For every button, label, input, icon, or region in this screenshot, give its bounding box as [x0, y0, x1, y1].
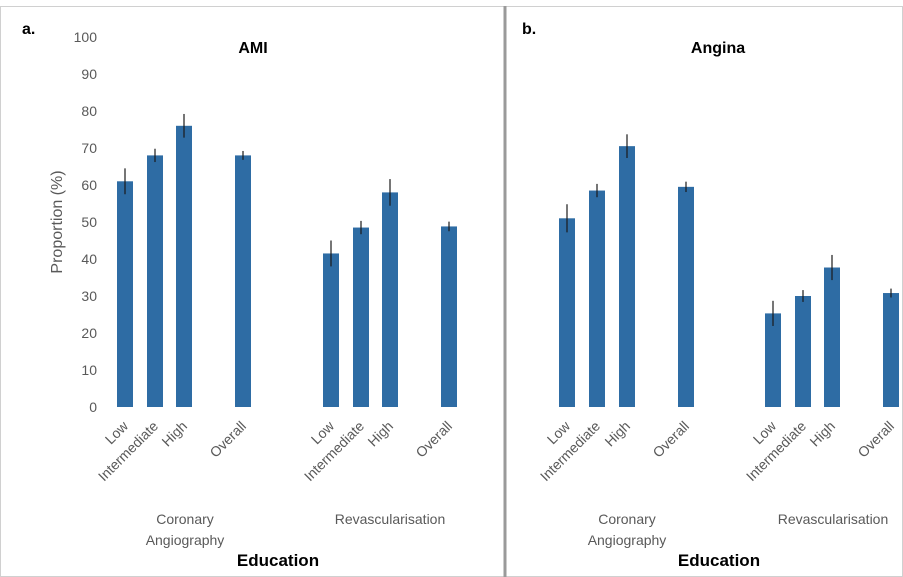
x-tick-label: High: [806, 418, 838, 450]
y-tick-label: 60: [81, 177, 97, 193]
bar: [382, 192, 398, 407]
panel-ami: a. AMI 0 10 20 30 40 50 60 70 80 90 100 Proportion (%…: [22, 21, 457, 570]
group-label: Revascularisation: [335, 511, 446, 527]
x-axis-label: Education: [237, 551, 319, 570]
x-tick-label: Overall: [854, 418, 897, 461]
bar: [589, 190, 605, 407]
panel-letter: b.: [522, 21, 536, 38]
y-tick-label: 90: [81, 66, 97, 82]
x-tick-label: High: [601, 418, 633, 450]
group-label: Angiography: [588, 532, 667, 548]
bar: [353, 227, 369, 407]
y-tick-label: 80: [81, 103, 97, 119]
y-tick-label: 20: [81, 325, 97, 341]
chart-title: Angina: [691, 40, 745, 57]
x-tick-label: Overall: [412, 418, 455, 461]
group-label: Angiography: [146, 532, 225, 548]
bar: [765, 313, 781, 407]
bar: [559, 218, 575, 407]
y-tick-label: 0: [89, 399, 97, 415]
y-tick-label: 70: [81, 140, 97, 156]
y-tick-label: 40: [81, 251, 97, 267]
bar: [441, 226, 457, 407]
group-label: Coronary: [598, 511, 656, 527]
bar: [678, 186, 694, 407]
y-tick-label: 50: [81, 214, 97, 230]
y-tick-label: 30: [81, 288, 97, 304]
bar: [824, 267, 840, 407]
x-tick-label: Overall: [206, 418, 249, 461]
chart-title: AMI: [238, 40, 267, 57]
panel-letter: a.: [22, 21, 35, 38]
bar: [323, 253, 339, 407]
bar: [795, 296, 811, 407]
group-label: Coronary: [156, 511, 214, 527]
y-axis-label: Proportion (%): [49, 170, 66, 273]
bar: [117, 181, 133, 407]
y-tick-label: 10: [81, 362, 97, 378]
bar: [883, 293, 899, 407]
y-tick-label: 100: [74, 29, 98, 45]
x-tick-label: High: [158, 418, 190, 450]
x-tick-label: High: [364, 418, 396, 450]
x-tick-label: Overall: [649, 418, 692, 461]
bar: [147, 155, 163, 407]
bar: [619, 146, 635, 407]
bar: [235, 155, 251, 407]
bar: [176, 125, 192, 408]
x-axis-label: Education: [678, 551, 760, 570]
group-label: Revascularisation: [778, 511, 889, 527]
